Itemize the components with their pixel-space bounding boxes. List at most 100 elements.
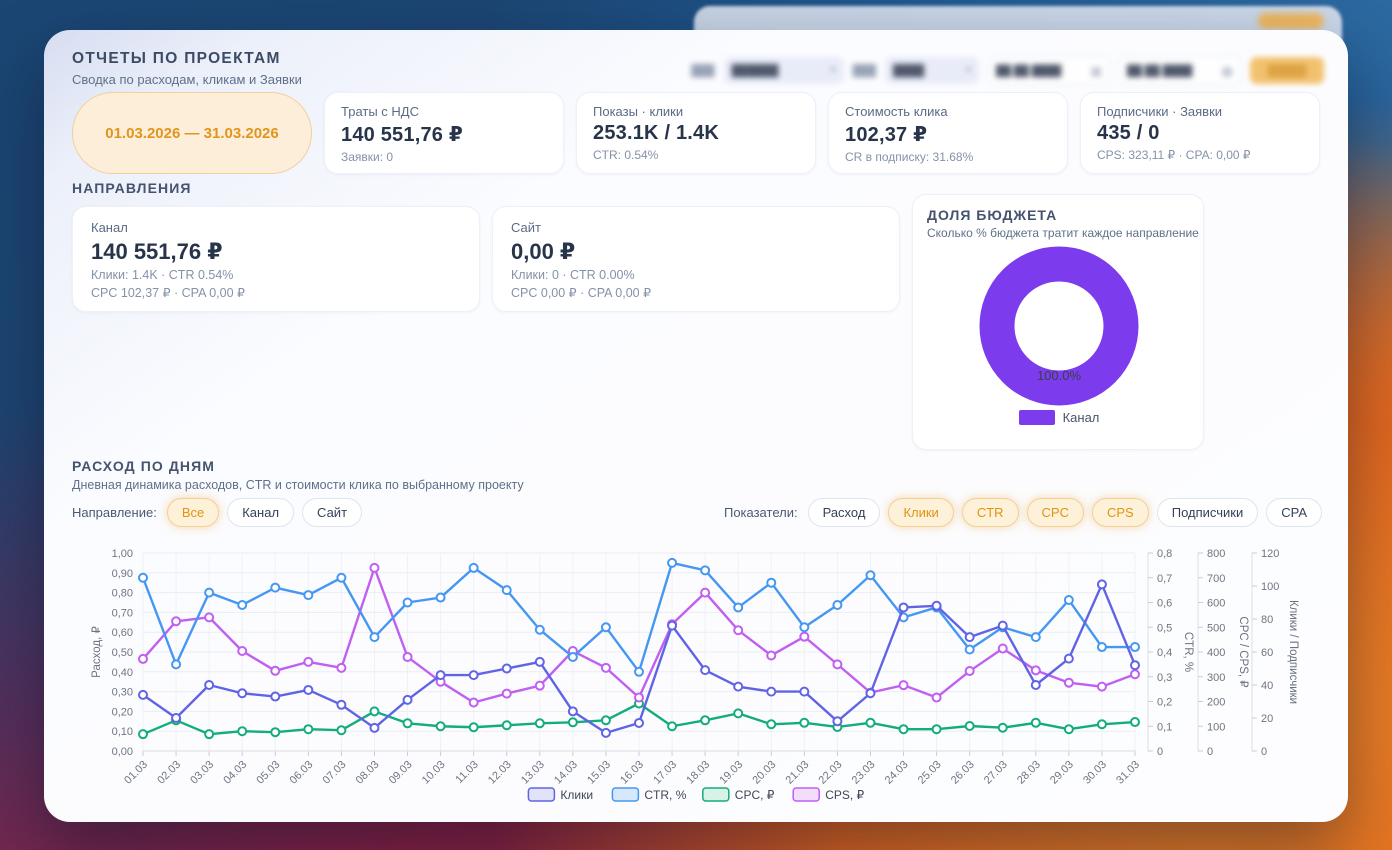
metric-chip-клики[interactable]: Клики <box>888 498 954 527</box>
svg-text:CTR, %: CTR, % <box>644 788 686 802</box>
svg-text:0,90: 0,90 <box>112 568 133 580</box>
svg-text:08.03: 08.03 <box>354 759 382 787</box>
svg-text:300: 300 <box>1207 672 1225 684</box>
metric-chip-cps[interactable]: CPS <box>1091 498 1149 527</box>
series-CPC, ₽ <box>138 698 1140 740</box>
direction-card-stats: Клики: 1.4K · CTR 0.54% <box>91 268 234 282</box>
svg-text:0,8: 0,8 <box>1157 548 1172 560</box>
date-from-input[interactable]: ██.██.████ ▦ <box>988 56 1110 85</box>
svg-text:Расход, ₽: Расход, ₽ <box>91 626 103 678</box>
svg-text:0,1: 0,1 <box>1157 721 1172 733</box>
svg-text:27.03: 27.03 <box>982 759 1010 787</box>
metric-chip-ctr[interactable]: CTR <box>961 498 1019 527</box>
svg-text:0,5: 0,5 <box>1157 622 1172 634</box>
svg-text:700: 700 <box>1207 573 1225 585</box>
direction-chip-канал[interactable]: Канал <box>227 498 295 527</box>
svg-text:0,40: 0,40 <box>112 667 133 679</box>
svg-text:0: 0 <box>1261 746 1267 758</box>
budget-donut-chart[interactable]: 100.0% <box>927 242 1191 410</box>
series-Клики <box>138 579 1140 738</box>
project-select-value: ██████ <box>731 64 779 77</box>
calendar-icon: ▦ <box>1221 63 1233 78</box>
svg-text:02.03: 02.03 <box>155 759 183 787</box>
date-to-value: ██.██.████ <box>1127 64 1193 77</box>
daily-line-chart[interactable]: 01.03 02.03 03.03 04.03 05.03 06.03 07.03 08.03… <box>68 536 1324 814</box>
direction-card-stats: CPC 0,00 ₽ · CPA 0,00 ₽ <box>511 286 652 300</box>
svg-text:14.03: 14.03 <box>552 759 580 787</box>
direction-card: Канал 140 551,76 ₽ Клики: 1.4K · CTR 0.54%… <box>72 206 480 312</box>
period-select-value: ████ <box>893 64 925 77</box>
svg-text:0,60: 0,60 <box>112 627 133 639</box>
directions-section-title: НАПРАВЛЕНИЯ <box>72 180 192 196</box>
direction-card-stats: Клики: 0 · CTR 0.00% <box>511 268 635 282</box>
svg-text:07.03: 07.03 <box>321 759 349 787</box>
direction-cards: Канал 140 551,76 ₽ Клики: 1.4K · CTR 0.54%… <box>72 206 900 312</box>
page-title: ОТЧЕТЫ ПО ПРОЕКТАМ <box>72 50 281 67</box>
metric-chip-cpc[interactable]: CPC <box>1026 498 1084 527</box>
background-window-button <box>1258 13 1324 29</box>
summary-card-sub: CPS: 323,11 ₽ · CPA: 0,00 ₽ <box>1097 148 1251 162</box>
summary-card-value: 102,37 ₽ <box>845 124 928 146</box>
svg-text:500: 500 <box>1207 622 1225 634</box>
metrics-filter-group: Показатели: Расход Клики CTR CPC CPS Подписчи… <box>724 498 1322 527</box>
svg-text:0,50: 0,50 <box>112 647 133 659</box>
summary-card-title: Показы · клики <box>593 104 684 119</box>
svg-text:20.03: 20.03 <box>750 759 778 787</box>
svg-text:0,4: 0,4 <box>1157 647 1172 659</box>
calendar-icon: ▦ <box>1090 63 1102 78</box>
direction-card-title: Сайт <box>511 220 541 235</box>
direction-chip-все[interactable]: Все <box>166 498 220 527</box>
donut-legend[interactable]: Канал <box>927 410 1191 425</box>
svg-text:100: 100 <box>1261 581 1279 593</box>
svg-text:CPC / CPS, ₽: CPC / CPS, ₽ <box>1237 616 1249 687</box>
page-subtitle: Сводка по расходам, кликам и Заявки <box>72 72 302 87</box>
svg-text:22.03: 22.03 <box>817 759 845 787</box>
summary-card-value: 253.1K / 1.4K <box>593 122 720 144</box>
direction-chips: Все Канал Сайт <box>166 498 363 527</box>
daily-section-subtitle: Дневная динамика расходов, CTR и стоимос… <box>72 478 524 492</box>
svg-text:26.03: 26.03 <box>949 759 977 787</box>
metric-chips: Расход Клики CTR CPC CPS Подписчики CPA <box>807 498 1322 527</box>
project-label: ███ <box>691 64 715 77</box>
chevron-down-icon: ▾ <box>830 65 836 76</box>
svg-text:04.03: 04.03 <box>221 759 249 787</box>
legend-item-Клики[interactable]: Клики <box>527 787 593 802</box>
svg-text:0: 0 <box>1157 746 1163 758</box>
apply-button[interactable]: █████ <box>1250 57 1324 84</box>
direction-card: Сайт 0,00 ₽ Клики: 0 · CTR 0.00% CPC 0,00 ₽… <box>492 206 900 312</box>
svg-text:24.03: 24.03 <box>883 759 911 787</box>
legend-item-CTR, %[interactable]: CTR, % <box>611 787 687 802</box>
direction-chip-сайт[interactable]: Сайт <box>302 498 363 527</box>
svg-text:0,00: 0,00 <box>112 746 133 758</box>
metric-chip-расход[interactable]: Расход <box>807 498 881 527</box>
direction-filter-label: Направление: <box>72 505 157 520</box>
budget-share-card: ДОЛЯ БЮДЖЕТА Сколько % бюджета тратит ка… <box>912 194 1204 450</box>
donut-svg: 100.0% <box>979 246 1139 406</box>
svg-text:28.03: 28.03 <box>1015 759 1043 787</box>
svg-text:17.03: 17.03 <box>651 759 679 787</box>
legend-item-CPS, ₽[interactable]: CPS, ₽ <box>792 787 865 802</box>
svg-text:21.03: 21.03 <box>784 759 812 787</box>
summary-card: Стоимость клика 102,37 ₽ CR в подписку: 31… <box>828 92 1068 174</box>
svg-text:19.03: 19.03 <box>717 759 745 787</box>
svg-text:800: 800 <box>1207 548 1225 560</box>
svg-text:CTR, %: CTR, % <box>1182 632 1194 672</box>
summary-card: Траты с НДС 140 551,76 ₽ Заявки: 0 <box>324 92 564 174</box>
metric-chip-подписчики[interactable]: Подписчики <box>1156 498 1259 527</box>
date-range-pill[interactable]: 01.03.2026 — 31.03.2026 <box>72 92 312 174</box>
summary-card-sub: CTR: 0.54% <box>593 148 659 162</box>
metric-chip-cpa[interactable]: CPA <box>1266 498 1322 527</box>
date-to-input[interactable]: ██.██.████ ▦ <box>1119 56 1241 85</box>
period-select[interactable]: ████ ▾ <box>885 57 979 84</box>
svg-text:0,20: 0,20 <box>112 706 133 718</box>
donut-legend-label: Канал <box>1062 410 1100 425</box>
summary-cards-row: 01.03.2026 — 31.03.2026 Траты с НДС 140 5… <box>72 92 1320 174</box>
svg-text:600: 600 <box>1207 598 1225 610</box>
svg-text:31.03: 31.03 <box>1114 759 1142 787</box>
legend-item-CPC, ₽[interactable]: CPC, ₽ <box>702 787 775 802</box>
dashboard-window: ОТЧЕТЫ ПО ПРОЕКТАМ Сводка по расходам, к… <box>44 30 1348 822</box>
svg-text:0,3: 0,3 <box>1157 672 1172 684</box>
toolbar-blurred: ███ ██████ ▾ ███ ████ ▾ ██.██.████ ▦ ██.… <box>691 56 1324 85</box>
project-select[interactable]: ██████ ▾ <box>723 57 844 84</box>
